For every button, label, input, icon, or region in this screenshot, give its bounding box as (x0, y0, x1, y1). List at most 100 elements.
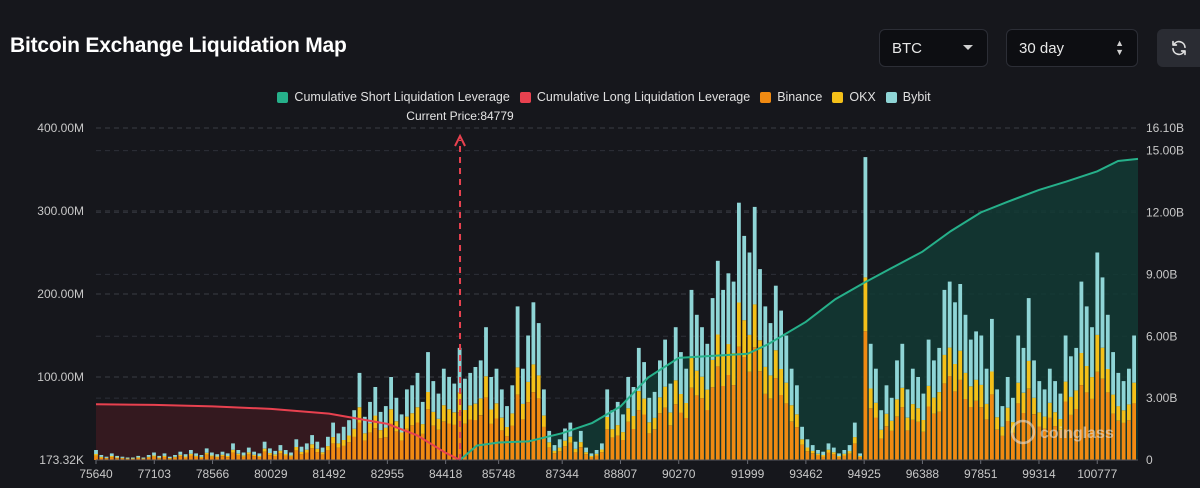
legend-item-long[interactable]: Cumulative Long Liquidation Leverage (519, 90, 750, 104)
legend-swatch-short (277, 91, 289, 103)
bar-okx (473, 403, 478, 421)
bar-binance (1111, 413, 1115, 460)
bar-binance (426, 409, 430, 460)
bar-okx (984, 403, 989, 420)
bar-okx (299, 452, 304, 455)
bar-stack (299, 446, 304, 460)
bar-bybit (1000, 406, 1005, 427)
bar-stack (536, 323, 541, 460)
bar-binance (663, 407, 667, 460)
bar-bybit (1032, 360, 1036, 398)
bar-stack (826, 443, 831, 460)
bar-binance (916, 421, 920, 460)
bar-stack (1095, 252, 1100, 460)
bar-binance (347, 442, 351, 460)
bar-stack (120, 456, 125, 460)
bar-okx (410, 413, 415, 426)
bar-binance (405, 428, 409, 460)
bar-stack (189, 450, 193, 460)
bar-okx (1058, 419, 1063, 431)
bar-stack (942, 289, 947, 460)
bar-binance (236, 455, 241, 460)
x-tick-label: 100777 (1077, 467, 1117, 481)
legend-item-short[interactable]: Cumulative Short Liquidation Leverage (277, 90, 510, 104)
bar-bybit (1069, 356, 1073, 397)
bar-okx (810, 450, 815, 454)
bar-bybit (600, 443, 604, 450)
bar-binance (352, 436, 357, 460)
bar-okx (1032, 397, 1036, 415)
bar-stack (831, 447, 836, 460)
bar-okx (910, 404, 915, 420)
bar-okx (167, 458, 172, 459)
bar-stack (884, 385, 889, 460)
bar-bybit (578, 430, 583, 443)
refresh-button[interactable] (1157, 29, 1200, 67)
bar-bybit (94, 450, 98, 454)
bar-bybit (410, 385, 415, 414)
bar-okx (1121, 410, 1126, 423)
bar-stack (573, 441, 578, 460)
bar-stack (842, 450, 847, 460)
bar-okx (1111, 394, 1115, 414)
bar-okx (621, 432, 625, 440)
bar-okx (1132, 382, 1136, 404)
bar-stack (705, 343, 710, 460)
bar-bybit (526, 335, 530, 382)
bar-okx (658, 397, 662, 414)
bar-bybit (331, 422, 335, 438)
coin-select[interactable]: BTC (879, 29, 988, 67)
bar-okx (884, 413, 889, 427)
bar-okx (1084, 366, 1089, 393)
bar-okx (289, 455, 293, 457)
bar-binance (726, 375, 731, 460)
x-tick-label: 94925 (847, 467, 881, 481)
bar-stack (178, 451, 183, 460)
bar-stack (578, 430, 583, 460)
bar-okx (737, 302, 741, 347)
bar-stack (658, 360, 662, 460)
bar-stack (1037, 381, 1042, 460)
bar-bybit (420, 401, 425, 425)
bar-okx (800, 439, 804, 445)
bar-binance (241, 456, 246, 460)
bar-okx (515, 367, 520, 395)
x-tick-label: 93462 (789, 467, 823, 481)
bar-stack (99, 455, 104, 460)
bar-stack (905, 389, 910, 460)
legend-item-binance[interactable]: Binance (760, 90, 822, 104)
legend-item-bybit[interactable]: Bybit (885, 90, 931, 104)
bar-okx (104, 457, 109, 459)
bar-stack (947, 281, 952, 460)
bar-binance (173, 457, 177, 460)
bar-bybit (721, 289, 725, 357)
bar-stack (852, 422, 857, 460)
bar-binance (1095, 371, 1100, 460)
bar-binance (684, 418, 689, 460)
bar-binance (204, 454, 209, 460)
bar-binance (542, 426, 546, 460)
bar-stack (315, 441, 320, 460)
bar-binance (958, 379, 963, 460)
bar-okx (1047, 402, 1052, 418)
bar-binance (299, 454, 304, 460)
y-left-tick-label: 100.00M (37, 370, 84, 384)
bar-binance (499, 430, 504, 460)
bar-bybit (352, 410, 357, 429)
bar-okx (415, 407, 420, 423)
legend-item-okx[interactable]: OKX (832, 90, 876, 104)
bar-binance (779, 395, 783, 460)
bar-binance (1047, 417, 1052, 460)
bar-stack (294, 439, 299, 460)
current-price-label: Current Price:84779 (406, 109, 514, 123)
bar-stack (1063, 335, 1068, 460)
range-select[interactable]: 30 day ▲ ▼ (1006, 29, 1138, 67)
bar-stack (252, 451, 256, 460)
bar-binance (610, 437, 615, 460)
bar-okx (241, 455, 246, 457)
bar-bybit (278, 445, 283, 451)
bar-bybit (900, 343, 905, 388)
bar-okx (710, 360, 715, 388)
bar-bybit (773, 285, 778, 351)
bar-stack (1084, 306, 1089, 460)
